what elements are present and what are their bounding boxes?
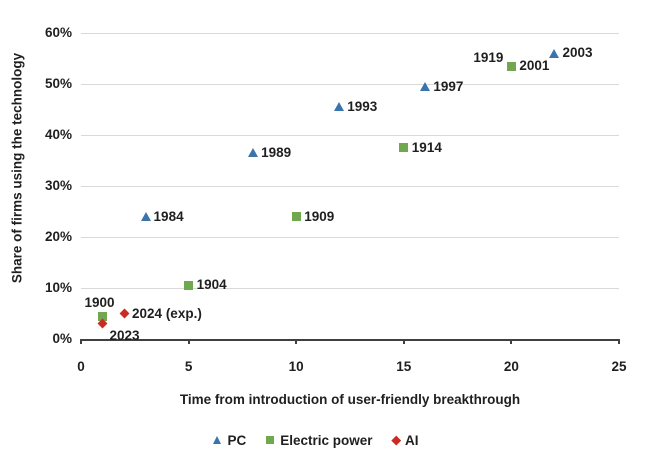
y-tick-label: 20% <box>44 229 72 244</box>
data-point-label: 1904 <box>196 277 227 293</box>
data-point-label: 1984 <box>153 208 184 224</box>
x-axis-title: Time from introduction of user-friendly … <box>179 392 521 407</box>
y-tick-label: 50% <box>44 76 72 91</box>
data-point-marker <box>549 48 560 58</box>
data-point-marker <box>399 143 409 153</box>
y-tick-label: 10% <box>44 280 72 295</box>
data-point-marker <box>98 311 108 321</box>
x-tick-mark <box>295 339 298 344</box>
legend-item-pc: PC <box>213 433 246 448</box>
triangle-icon <box>213 436 222 444</box>
x-axis-line <box>81 339 620 341</box>
y-tick-label: 30% <box>44 178 72 193</box>
data-point-marker <box>334 102 345 112</box>
data-point-label: 2024 (exp.) <box>132 305 202 321</box>
grid-line <box>81 237 619 238</box>
x-tick-mark <box>80 339 82 344</box>
legend-item-electric-power: Electric power <box>266 432 373 448</box>
data-point-marker <box>248 148 259 158</box>
x-tick-mark <box>618 339 620 344</box>
data-point-marker <box>420 82 431 92</box>
x-tick-mark <box>402 339 405 344</box>
legend-label: AI <box>405 432 419 448</box>
data-point-label: 2003 <box>562 45 593 61</box>
data-point-label: 2023 <box>109 327 140 343</box>
data-point-label: 1989 <box>261 144 292 160</box>
data-point-label: 1997 <box>433 78 464 94</box>
legend-item-ai: AI <box>391 432 419 448</box>
x-tick-label: 15 <box>396 359 412 374</box>
data-point-marker <box>291 212 301 222</box>
data-point-label: 2001 <box>519 58 550 74</box>
data-point-label: 1993 <box>347 98 378 114</box>
square-icon <box>266 436 275 444</box>
legend-label: Electric power <box>280 432 373 448</box>
legend: PC Electric power AI <box>0 431 641 449</box>
diamond-icon <box>391 435 401 445</box>
x-tick-mark <box>510 339 513 344</box>
grid-line <box>81 135 619 136</box>
data-point-marker <box>119 308 129 319</box>
data-point-marker <box>506 61 516 71</box>
x-tick-label: 10 <box>288 359 304 374</box>
legend-label: PC <box>227 432 247 448</box>
grid-line <box>81 84 619 85</box>
y-tick-label: 60% <box>44 25 72 40</box>
data-point-label: 1909 <box>304 208 335 224</box>
x-tick-mark <box>187 339 190 344</box>
x-tick-label: 0 <box>77 359 85 374</box>
grid-line <box>81 186 619 187</box>
x-tick-label: 25 <box>611 359 627 374</box>
data-point-marker <box>184 280 194 290</box>
y-tick-label: 40% <box>44 127 72 142</box>
x-tick-label: 20 <box>503 359 519 374</box>
grid-line <box>81 288 619 289</box>
y-tick-label: 0% <box>52 331 72 346</box>
data-point-label: 1919 <box>473 50 504 66</box>
x-tick-label: 5 <box>184 359 193 374</box>
y-axis-title: Share of firms using the technology <box>9 52 25 284</box>
grid-line <box>81 33 619 34</box>
data-point-marker <box>140 212 151 222</box>
data-point-label: 1914 <box>411 139 442 155</box>
data-point-label: 1900 <box>84 295 115 311</box>
